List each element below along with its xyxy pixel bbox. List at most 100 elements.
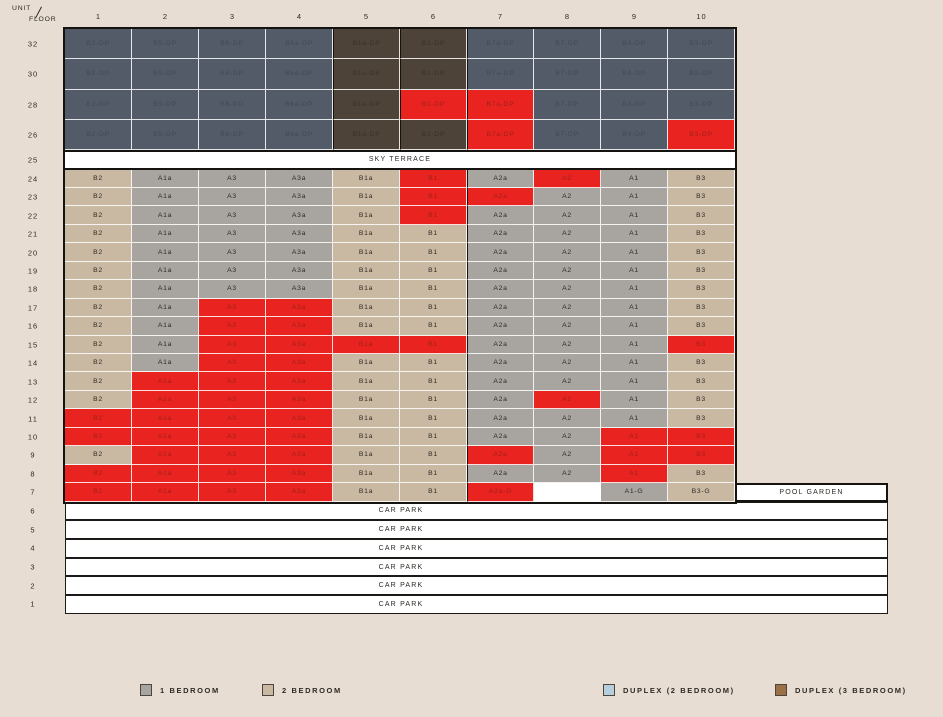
unit-cell-a3[interactable]: A3	[199, 372, 266, 391]
unit-cell-a2[interactable]: A2	[534, 298, 601, 318]
unit-cell-b2[interactable]: B2	[65, 446, 132, 465]
unit-cell-b1[interactable]: B1	[400, 464, 467, 484]
unit-cell-b4-dp[interactable]: B4-DP	[601, 59, 668, 90]
unit-cell-a1a[interactable]: A1a	[132, 317, 199, 336]
unit-cell-b1a[interactable]: B1a	[333, 187, 400, 207]
unit-cell-b3[interactable]: B3	[668, 187, 735, 207]
unit-cell-b4-dp[interactable]: B4-DP	[601, 119, 668, 150]
unit-cell-a1[interactable]: A1	[601, 335, 668, 354]
unit-cell-b7a-dp[interactable]: B7a-DP	[467, 119, 534, 150]
unit-cell-a2[interactable]: A2	[534, 372, 601, 391]
unit-cell-a3a[interactable]: A3a	[266, 335, 333, 354]
unit-cell-a1[interactable]: A1	[601, 427, 668, 447]
unit-cell-b1a[interactable]: B1a	[333, 483, 400, 502]
unit-cell-a2[interactable]: A2	[534, 427, 601, 447]
unit-cell-b5-dp[interactable]: B5-DP	[132, 119, 199, 150]
unit-cell-b1[interactable]: B1	[400, 372, 467, 391]
unit-cell-a1[interactable]: A1	[601, 446, 668, 465]
unit-cell-a3[interactable]: A3	[199, 187, 266, 207]
unit-cell-b2-dp[interactable]: B2-DP	[65, 89, 132, 120]
unit-cell-b3[interactable]: B3	[668, 335, 735, 354]
unit-cell-a1[interactable]: A1	[601, 169, 668, 188]
unit-cell-a2a[interactable]: A2a	[467, 372, 534, 391]
unit-cell-a2[interactable]: A2	[534, 187, 601, 207]
unit-cell-b7a-dp[interactable]: B7a-DP	[467, 29, 534, 60]
unit-cell-b6-dp[interactable]: B6-DP	[199, 119, 266, 150]
unit-cell-b1a[interactable]: B1a	[333, 464, 400, 484]
unit-cell-a1[interactable]: A1	[601, 354, 668, 373]
unit-cell-a1[interactable]: A1	[601, 390, 668, 410]
unit-cell-a3a[interactable]: A3a	[266, 280, 333, 299]
unit-cell-a3a[interactable]: A3a	[266, 446, 333, 465]
unit-cell-a3[interactable]: A3	[199, 298, 266, 318]
unit-cell-a3a[interactable]: A3a	[266, 354, 333, 373]
unit-cell-a2[interactable]: A2	[534, 335, 601, 354]
unit-cell-b1[interactable]: B1	[400, 335, 467, 354]
unit-cell-a1a[interactable]: A1a	[132, 298, 199, 318]
unit-cell-b3[interactable]: B3	[668, 427, 735, 447]
unit-cell-b2[interactable]: B2	[65, 280, 132, 299]
unit-cell-b2[interactable]: B2	[65, 298, 132, 318]
unit-cell-a2a[interactable]: A2a	[467, 224, 534, 244]
unit-cell-a1a[interactable]: A1a	[132, 261, 199, 281]
unit-cell-b6a-dp[interactable]: B6a-DP	[266, 119, 333, 150]
unit-cell-b3[interactable]: B3	[668, 280, 735, 299]
unit-cell-a1a[interactable]: A1a	[132, 427, 199, 447]
unit-cell-b3-dp[interactable]: B3-DP	[668, 59, 735, 90]
unit-cell-a1a[interactable]: A1a	[132, 409, 199, 428]
unit-cell-a2a[interactable]: A2a	[467, 317, 534, 336]
unit-cell-b1a[interactable]: B1a	[333, 390, 400, 410]
unit-cell-a3[interactable]: A3	[199, 261, 266, 281]
unit-cell-a3[interactable]: A3	[199, 280, 266, 299]
unit-cell-b3-dp[interactable]: B3-DP	[668, 89, 735, 120]
unit-cell-b1[interactable]: B1	[400, 206, 467, 225]
unit-cell-a1a[interactable]: A1a	[132, 169, 199, 188]
unit-cell-b1[interactable]: B1	[400, 243, 467, 262]
unit-cell-a1a[interactable]: A1a	[132, 446, 199, 465]
unit-cell-b1-dp[interactable]: B1-DP	[400, 29, 467, 60]
unit-cell-b1[interactable]: B1	[400, 280, 467, 299]
unit-cell-b1a[interactable]: B1a	[333, 335, 400, 354]
unit-cell-a1[interactable]: A1	[601, 298, 668, 318]
unit-cell-b6a-dp[interactable]: B6a-DP	[266, 89, 333, 120]
unit-cell-b3[interactable]: B3	[668, 446, 735, 465]
unit-cell-b1a[interactable]: B1a	[333, 354, 400, 373]
unit-cell-b2[interactable]: B2	[65, 390, 132, 410]
unit-cell-a3[interactable]: A3	[199, 483, 266, 502]
unit-cell-b1[interactable]: B1	[400, 169, 467, 188]
unit-cell-a2a[interactable]: A2a	[467, 298, 534, 318]
unit-cell-a2[interactable]: A2	[534, 280, 601, 299]
unit-cell-a1[interactable]: A1	[601, 206, 668, 225]
unit-cell-a3[interactable]: A3	[199, 446, 266, 465]
unit-cell-a1a[interactable]: A1a	[132, 390, 199, 410]
unit-cell-a2[interactable]: A2	[534, 354, 601, 373]
unit-cell-b6a-dp[interactable]: B6a-DP	[266, 29, 333, 60]
unit-cell-b2[interactable]: B2	[65, 409, 132, 428]
unit-cell-b5-dp[interactable]: B5-DP	[132, 89, 199, 120]
unit-cell-b3[interactable]: B3	[668, 261, 735, 281]
unit-cell-a1[interactable]: A1	[601, 409, 668, 428]
unit-cell-b1a[interactable]: B1a	[333, 427, 400, 447]
unit-cell-a3[interactable]: A3	[199, 335, 266, 354]
unit-cell-a3a[interactable]: A3a	[266, 169, 333, 188]
unit-cell-a3a[interactable]: A3a	[266, 483, 333, 502]
unit-cell-b1-dp[interactable]: B1-DP	[400, 59, 467, 90]
unit-cell-b1a[interactable]: B1a	[333, 409, 400, 428]
unit-cell-b6-dp[interactable]: B6-DP	[199, 29, 266, 60]
unit-cell-b1[interactable]: B1	[400, 446, 467, 465]
unit-cell-a1a[interactable]: A1a	[132, 224, 199, 244]
unit-cell-b3[interactable]: B3	[668, 206, 735, 225]
unit-cell-b3-dp[interactable]: B3-DP	[668, 29, 735, 60]
unit-cell-a2a[interactable]: A2a	[467, 335, 534, 354]
unit-cell-b1[interactable]: B1	[400, 261, 467, 281]
unit-cell-b2[interactable]: B2	[65, 317, 132, 336]
unit-cell-b2[interactable]: B2	[65, 206, 132, 225]
unit-cell-b1[interactable]: B1	[400, 187, 467, 207]
unit-cell-b5-dp[interactable]: B5-DP	[132, 59, 199, 90]
unit-cell-b6-dp[interactable]: B6-DP	[199, 89, 266, 120]
unit-cell-a2[interactable]: A2	[534, 409, 601, 428]
unit-cell-b1[interactable]: B1	[400, 483, 467, 502]
unit-cell-b1-dp[interactable]: B1-DP	[400, 89, 467, 120]
unit-cell-b1a[interactable]: B1a	[333, 261, 400, 281]
unit-cell-a3a[interactable]: A3a	[266, 206, 333, 225]
